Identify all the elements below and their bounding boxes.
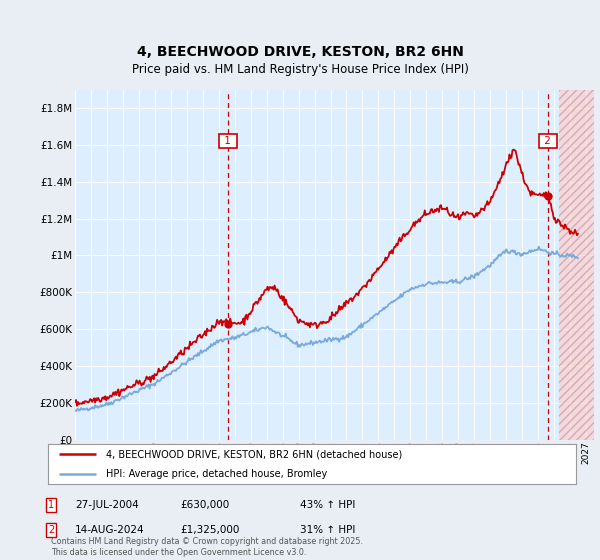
Text: 31% ↑ HPI: 31% ↑ HPI (300, 525, 355, 535)
Text: 1: 1 (48, 500, 54, 510)
Text: 4, BEECHWOOD DRIVE, KESTON, BR2 6HN (detached house): 4, BEECHWOOD DRIVE, KESTON, BR2 6HN (det… (106, 449, 403, 459)
Text: 4, BEECHWOOD DRIVE, KESTON, BR2 6HN: 4, BEECHWOOD DRIVE, KESTON, BR2 6HN (137, 45, 463, 59)
Text: 43% ↑ HPI: 43% ↑ HPI (300, 500, 355, 510)
Text: 2: 2 (48, 525, 54, 535)
Bar (559, 90, 594, 440)
Text: £630,000: £630,000 (180, 500, 229, 510)
Text: Price paid vs. HM Land Registry's House Price Index (HPI): Price paid vs. HM Land Registry's House … (131, 63, 469, 77)
Text: HPI: Average price, detached house, Bromley: HPI: Average price, detached house, Brom… (106, 469, 328, 479)
Text: £1,325,000: £1,325,000 (180, 525, 239, 535)
Text: 27-JUL-2004: 27-JUL-2004 (75, 500, 139, 510)
Bar (559, 90, 594, 440)
Text: Contains HM Land Registry data © Crown copyright and database right 2025.
This d: Contains HM Land Registry data © Crown c… (51, 537, 363, 557)
Text: 2: 2 (541, 136, 554, 146)
Text: 1: 1 (221, 136, 235, 146)
Text: 14-AUG-2024: 14-AUG-2024 (75, 525, 145, 535)
